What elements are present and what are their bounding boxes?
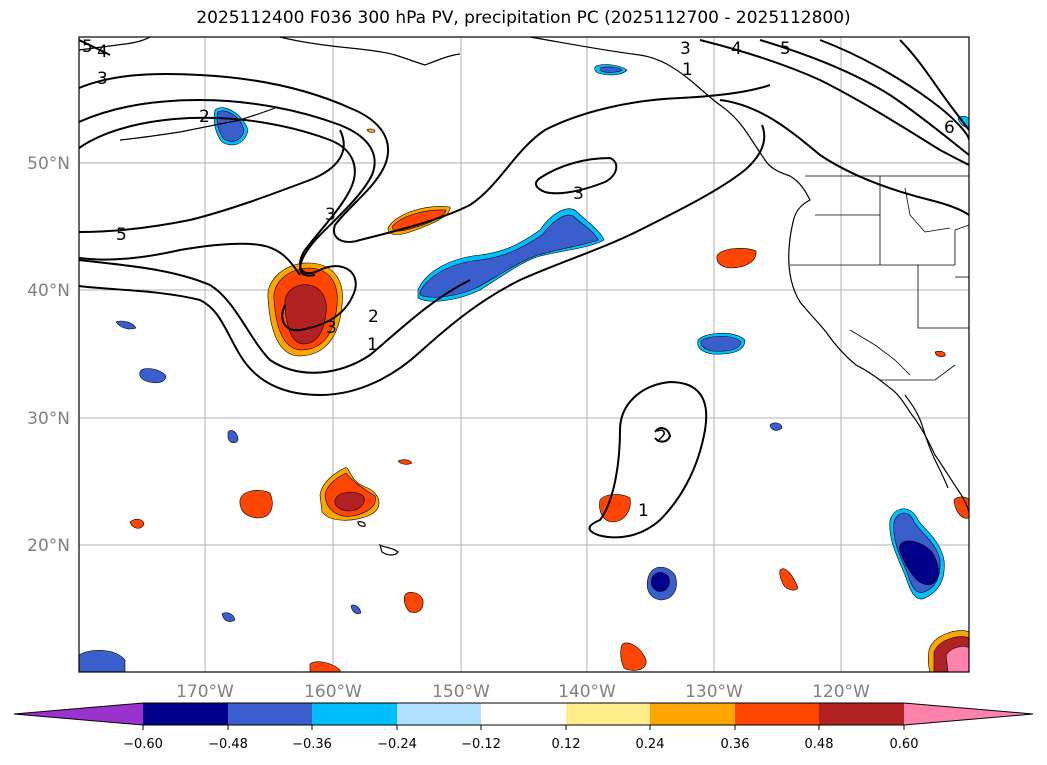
colorbar-segment [143, 703, 228, 725]
contour-label: 6 [944, 118, 955, 138]
lat-label-40n: 40°N [27, 281, 70, 301]
pv-contours [79, 39, 969, 539]
colorbar-tick-label: 0.60 [890, 737, 919, 752]
colorbar-segment [312, 703, 397, 725]
contour-label: 1 [367, 335, 378, 355]
colorbar-segment [228, 703, 312, 725]
colorbar: −0.60 −0.48 −0.36 −0.24 −0.12 0.12 0.24 … [13, 702, 1034, 752]
lon-label-170w: 170°W [176, 682, 234, 702]
colorbar-extend-max [904, 703, 1033, 725]
colorbar-segment [735, 703, 819, 725]
colorbar-segment [650, 703, 735, 725]
contour-label: 5 [116, 225, 127, 245]
map-border [78, 36, 970, 673]
colorbar-segment [566, 703, 650, 725]
precip-positive-regions [129, 128, 969, 672]
lon-label-150w: 150°W [432, 682, 490, 702]
contour-label: 3 [573, 184, 584, 204]
colorbar-tick-label: −0.36 [292, 737, 332, 752]
colorbar-segment [819, 703, 904, 725]
colorbar-tick-label: −0.60 [123, 737, 163, 752]
contour-label: 5 [780, 39, 791, 59]
contour-label: 5 [82, 37, 93, 57]
lat-label-30n: 30°N [27, 409, 70, 429]
lat-label-20n: 20°N [27, 536, 70, 556]
colorbar-extend-min [14, 703, 143, 725]
contour-label: 1 [638, 501, 649, 521]
contour-label: 3 [97, 69, 108, 89]
map-area [79, 37, 969, 672]
colorbar-segment [397, 703, 481, 725]
lon-label-130w: 130°W [685, 682, 743, 702]
latitude-labels: 50°N 40°N 30°N 20°N [27, 154, 70, 556]
colorbar-tick-label: 0.12 [552, 737, 581, 752]
colorbar-ticks [142, 725, 905, 730]
colorbar-tick-label: 0.24 [636, 737, 665, 752]
borders [790, 175, 969, 381]
lon-label-140w: 140°W [558, 682, 616, 702]
colorbar-tick-label: −0.48 [208, 737, 248, 752]
colorbar-tick-label: 0.36 [721, 737, 750, 752]
contour-label: 3 [325, 205, 336, 225]
colorbar-tick-label: −0.12 [461, 737, 501, 752]
contour-labels: 5 4 3 1 3 4 5 6 2 3 3 2 1 5 3 1 2 [82, 37, 955, 521]
colorbar-tick-label: −0.24 [377, 737, 417, 752]
colorbar-segment [481, 703, 566, 725]
lat-label-50n: 50°N [27, 154, 70, 174]
lon-label-120w: 120°W [812, 682, 870, 702]
gridlines [79, 37, 969, 672]
contour-label: 2 [656, 427, 667, 447]
contour-label: 3 [680, 39, 691, 59]
colorbar-tick-label: 0.48 [805, 737, 834, 752]
longitude-labels: 170°W 160°W 150°W 140°W 130°W 120°W [176, 682, 870, 702]
contour-label: 1 [682, 60, 693, 80]
contour-label: 2 [199, 107, 210, 127]
lon-label-160w: 160°W [304, 682, 362, 702]
map-title: 2025112400 F036 300 hPa PV, precipitatio… [196, 8, 851, 28]
contour-label: 3 [326, 318, 337, 338]
contour-label: 4 [97, 42, 108, 62]
contour-label: 2 [368, 307, 379, 327]
contour-label: 4 [731, 39, 742, 59]
